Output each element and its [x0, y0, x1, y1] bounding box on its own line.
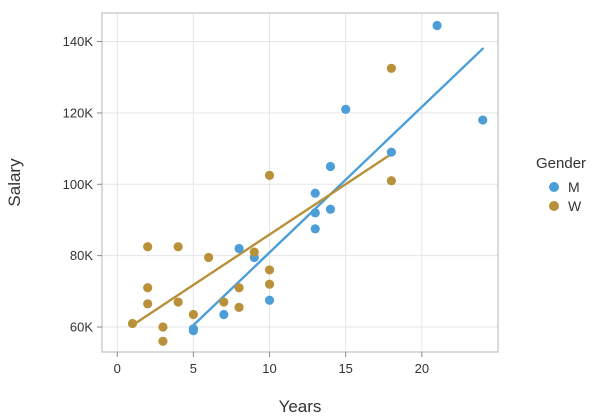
data-point-m — [341, 104, 351, 114]
data-point-m — [325, 161, 336, 172]
x-tick-label: 10 — [262, 361, 276, 376]
data-point-w — [143, 283, 153, 293]
legend-key-w — [549, 201, 559, 211]
data-point-m — [264, 295, 275, 305]
data-point-m — [325, 204, 336, 214]
y-tick-label: 60K — [70, 320, 93, 335]
y-axis-title: Salary — [5, 158, 24, 207]
data-point-w — [204, 252, 214, 263]
data-point-m — [310, 188, 320, 198]
y-tick-label: 100K — [63, 177, 94, 192]
legend-label-w: W — [568, 198, 582, 214]
data-point-w — [127, 318, 138, 329]
data-point-w — [386, 176, 396, 186]
x-axis: 0 5 10 15 20 — [114, 352, 429, 376]
data-point-m — [219, 309, 229, 320]
legend-key-m — [549, 182, 559, 192]
data-point-w — [219, 297, 229, 307]
data-point-m — [310, 224, 320, 234]
y-tick-label: 120K — [63, 105, 94, 120]
data-point-w — [173, 297, 183, 307]
legend-label-m: M — [568, 179, 580, 195]
data-point-w — [188, 309, 198, 320]
data-point-m — [432, 20, 442, 31]
trend-lines — [131, 47, 484, 327]
data-point-m — [188, 325, 198, 336]
data-point-w — [264, 279, 275, 289]
data-point-m — [310, 208, 320, 218]
x-tick-label: 5 — [190, 361, 197, 376]
data-point-m — [478, 115, 488, 125]
x-tick-label: 15 — [338, 361, 352, 376]
data-point-w — [264, 170, 275, 180]
data-points — [127, 20, 488, 346]
y-axis: 60K 80K 100K 120K 140K — [63, 34, 102, 335]
legend-title: Gender — [536, 155, 586, 172]
data-point-w — [143, 299, 153, 309]
plot-panel-border — [101, 12, 499, 353]
grid-lines — [102, 13, 498, 352]
y-tick-label: 80K — [70, 248, 93, 263]
data-point-m — [234, 243, 244, 254]
data-point-m — [386, 147, 396, 157]
x-axis-title: Years — [279, 397, 322, 416]
data-point-w — [173, 242, 183, 252]
data-point-w — [143, 242, 153, 252]
trend-line-m — [192, 47, 484, 327]
trend-line-w — [131, 152, 393, 327]
data-point-w — [158, 322, 168, 332]
data-point-w — [158, 336, 168, 346]
legend: Gender MW — [536, 155, 586, 214]
data-point-w — [234, 302, 244, 312]
data-point-w — [249, 247, 259, 257]
data-point-w — [264, 265, 275, 275]
x-tick-label: 20 — [415, 361, 429, 376]
data-point-w — [386, 63, 396, 73]
x-tick-label: 0 — [114, 361, 121, 376]
y-tick-label: 140K — [63, 34, 94, 49]
data-point-w — [234, 283, 244, 293]
